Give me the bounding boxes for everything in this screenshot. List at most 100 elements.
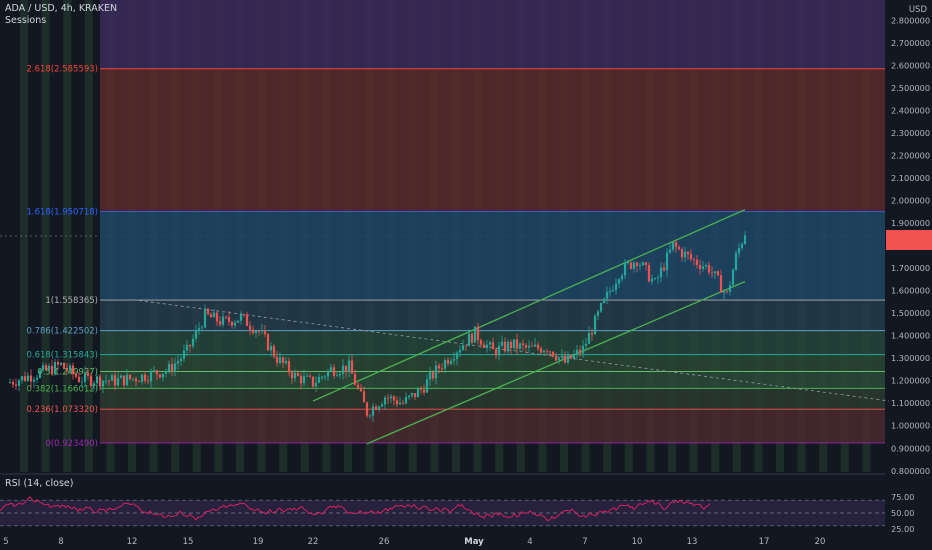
candle-body [665,252,669,271]
candle-body [638,265,642,266]
candle-body [527,345,531,348]
candle-body [536,344,540,349]
candle-body [698,264,702,270]
candle-body [716,271,720,276]
candle-body [404,397,408,404]
candle-body [602,298,606,304]
candle-body [458,350,462,353]
fib-zone [100,211,885,301]
candle-body [584,343,588,346]
candle-body [110,375,114,381]
candle-body [695,259,699,265]
candle-body [56,362,60,365]
candle-body [335,375,339,377]
fib-level-label: 2.618(2.585593) [26,65,98,75]
candle-body [224,316,228,318]
candle-body [350,360,354,374]
date-tick-label: 13 [687,537,698,547]
candle-body [596,311,600,316]
candle-body [332,367,336,376]
candle-body [593,315,597,335]
price-tick-label: 1.700000 [891,263,930,273]
candle-body [122,375,126,386]
candle-body [443,359,447,369]
time-axis[interactable]: 5 8 12 15 19 22 26 May 4 7 10 13 17 20 [3,537,825,547]
candle-body [683,251,687,258]
candle-body [449,360,453,364]
candle-body [377,406,381,410]
candle-body [503,341,507,352]
candle-body [320,376,324,378]
candle-body [50,365,54,375]
candle-body [98,376,102,387]
fibonacci-retracement[interactable]: 0(0.923490) 0.236(1.073320) 0.382(1.166012… [26,0,885,449]
candle-body [53,362,57,375]
candle-body [227,316,231,322]
candle-body [314,382,318,387]
candle-body [479,340,483,345]
date-tick-label: 20 [815,537,826,547]
candle-body [422,389,426,393]
fib-zone [100,388,885,410]
candle-body [71,365,75,375]
candle-body [662,267,666,271]
candle-body [461,345,465,351]
candle-body [434,365,438,379]
price-tick-label: 2.000000 [891,196,930,206]
candle-body [14,384,18,386]
candle-body [587,332,591,344]
candle-body [521,343,525,345]
candle-body [35,377,39,380]
candle-body [236,320,240,323]
rsi-line [0,496,711,522]
rsi-title[interactable]: RSI (14, close) [5,478,74,489]
candle-body [548,351,552,353]
candle-body [605,291,609,299]
candle-body [38,370,42,378]
candle-body [59,362,63,365]
candle-body [176,361,180,364]
fib-level-label: 1(1.558365) [45,296,98,306]
candle-body [65,367,69,371]
candle-body [215,312,219,322]
candle-body [212,312,216,318]
channel-upper-line [312,209,746,402]
candle-body [308,375,312,377]
candle-body [203,308,207,328]
candle-body [74,374,78,377]
candle-body [164,371,168,374]
candle-body [260,330,264,332]
candle-body [470,333,474,343]
candle-body [410,392,414,396]
candle-body [500,341,504,346]
candle-body [392,396,396,401]
candle-body [728,285,732,292]
candle-body [338,373,342,376]
candle-body [704,264,708,267]
date-tick-label: 4 [527,537,532,547]
candle-body [128,374,132,379]
candle-body [590,332,594,335]
candle-body [281,357,285,364]
symbol-title[interactable]: ADA / USD, 4h, KRAKEN [5,3,118,14]
currency-label: USD [909,5,928,15]
price-tick-label: 2.800000 [891,15,930,25]
fib-level-label: 0.786(1.422502) [26,327,98,337]
fib-level-label: 0.618(1.315843) [26,351,98,361]
candle-body [686,251,690,255]
fib-level-label: 0.5(1.240927) [37,367,98,377]
candle-body [230,321,234,326]
candle-body [353,373,357,385]
candle-body [524,344,528,348]
candle-body [581,345,585,354]
candle-body [566,354,570,363]
candle-body [692,259,696,260]
candle-body [545,350,549,352]
price-tick-label: 1.200000 [891,376,930,386]
candle-body [530,345,534,347]
sessions-label[interactable]: Sessions [5,15,47,26]
trend-lines[interactable] [132,209,890,445]
rsi-tick-label: 50.00 [891,508,914,518]
